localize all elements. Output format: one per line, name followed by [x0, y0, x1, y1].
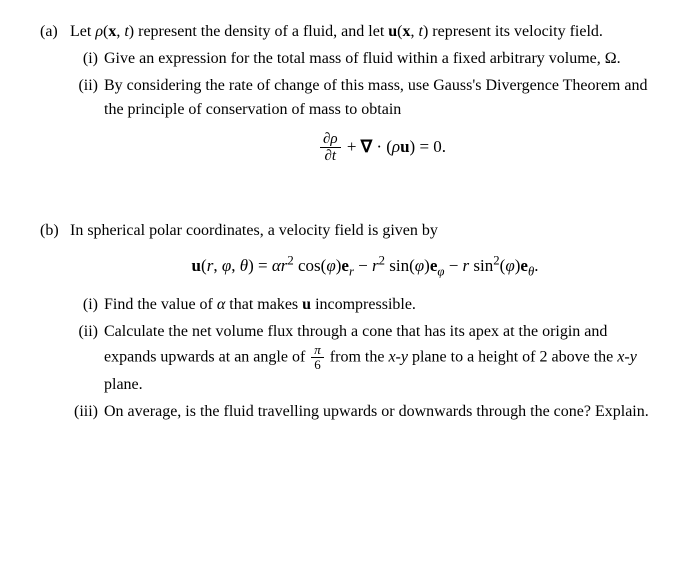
- part-a-ii-label: (ii): [70, 74, 104, 178]
- part-b-i: (i) Find the value of α that makes u inc…: [70, 293, 660, 316]
- part-a: (a) Let ρ(x, t) represent the density of…: [40, 20, 660, 183]
- part-b-label: (b): [40, 219, 70, 427]
- part-b-intro: In spherical polar coordinates, a veloci…: [70, 219, 660, 242]
- part-b-ii-text: Calculate the net volume flux through a …: [104, 320, 660, 396]
- part-b-i-label: (i): [70, 293, 104, 316]
- part-a-body: Let ρ(x, t) represent the density of a f…: [70, 20, 660, 183]
- part-a-i-text: Give an expression for the total mass of…: [104, 47, 660, 70]
- part-a-i-label: (i): [70, 47, 104, 70]
- part-b-equation: u(r, φ, θ) = αr2 cos(φ)er − r2 sin(φ)eφ …: [70, 254, 660, 279]
- part-b-iii-label: (iii): [70, 400, 104, 423]
- part-b-ii: (ii) Calculate the net volume flux throu…: [70, 320, 660, 396]
- part-a-i: (i) Give an expression for the total mas…: [70, 47, 660, 70]
- part-a-ii-equation: ∂ρ∂t + ∇ · (ρu) = 0.: [104, 131, 660, 165]
- section-gap: [40, 189, 660, 219]
- part-b: (b) In spherical polar coordinates, a ve…: [40, 219, 660, 427]
- part-a-ii: (ii) By considering the rate of change o…: [70, 74, 660, 178]
- part-a-ii-text: By considering the rate of change of thi…: [104, 74, 660, 120]
- part-a-ii-body: By considering the rate of change of thi…: [104, 74, 660, 178]
- part-b-i-text: Find the value of α that makes u incompr…: [104, 293, 660, 316]
- part-b-iii-text: On average, is the fluid travelling upwa…: [104, 400, 660, 423]
- part-b-ii-label: (ii): [70, 320, 104, 396]
- part-a-intro: Let ρ(x, t) represent the density of a f…: [70, 20, 660, 43]
- part-a-label: (a): [40, 20, 70, 183]
- part-b-iii: (iii) On average, is the fluid travellin…: [70, 400, 660, 423]
- part-b-body: In spherical polar coordinates, a veloci…: [70, 219, 660, 427]
